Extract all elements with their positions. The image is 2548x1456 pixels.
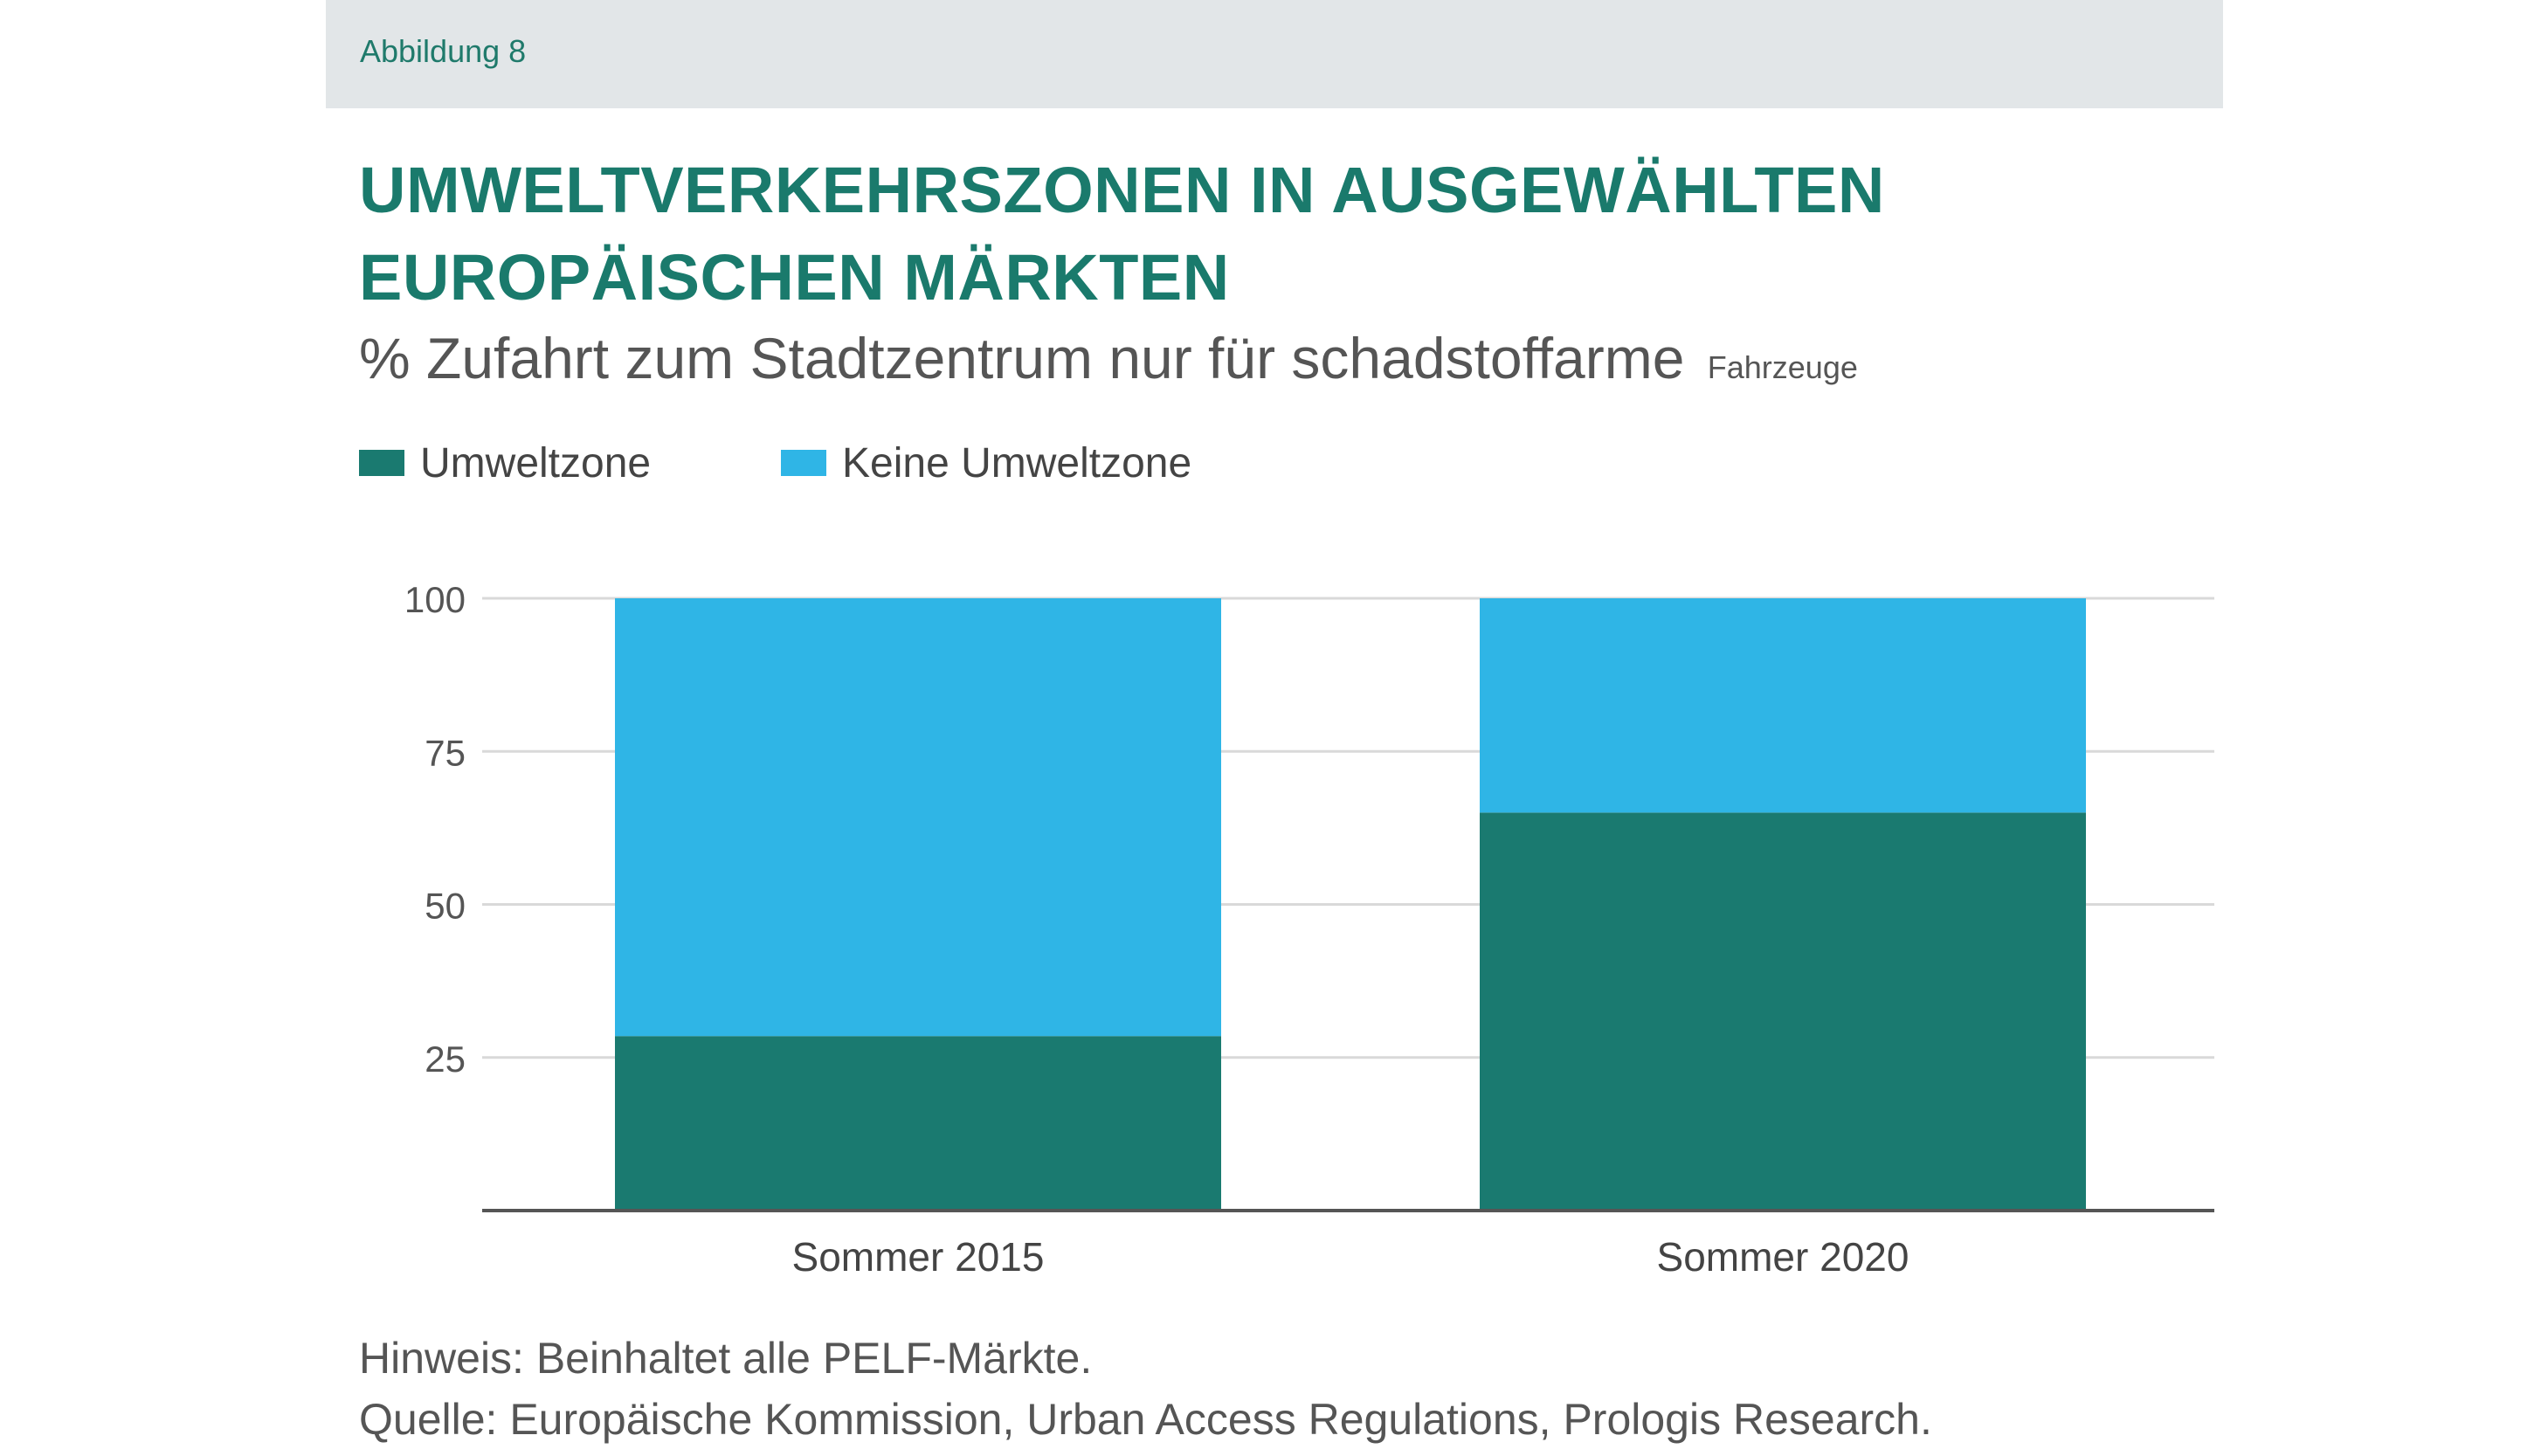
y-tick-label-100: 100 bbox=[404, 579, 466, 620]
figure-label: Abbildung 8 bbox=[360, 33, 527, 69]
bar-1-keine-umweltzone bbox=[615, 598, 1221, 1037]
x-tick-label-2: Sommer 2020 bbox=[1657, 1234, 1909, 1280]
y-tick-label-50: 50 bbox=[425, 886, 466, 927]
bar-2-keine-umweltzone bbox=[1480, 598, 2086, 813]
legend-item-umweltzone: Umweltzone bbox=[359, 437, 651, 489]
bar-2-umweltzone bbox=[1480, 812, 2086, 1211]
note-hint: Hinweis: Beinhaltet alle PELF-Märkte. bbox=[359, 1334, 1093, 1383]
x-tick-label-1: Sommer 2015 bbox=[792, 1234, 1045, 1280]
chart-subtitle: % Zufahrt zum Stadtzentrum nur für schad… bbox=[359, 325, 1858, 391]
chart-title-line-1: UMWELTVERKEHRSZONEN IN AUSGEWÄHLTEN bbox=[359, 154, 1885, 226]
y-tick-label-75: 75 bbox=[425, 732, 466, 773]
chart-subtitle-small: Fahrzeuge bbox=[1707, 349, 1858, 385]
legend-item-keine-umweltzone: Keine Umweltzone bbox=[781, 437, 1191, 489]
legend-label-umweltzone: Umweltzone bbox=[420, 439, 652, 486]
legend-swatch-umweltzone bbox=[359, 450, 404, 476]
y-tick-label-25: 25 bbox=[425, 1039, 466, 1080]
bar-1-umweltzone bbox=[615, 1036, 1221, 1211]
note-source: Quelle: Europäische Kommission, Urban Ac… bbox=[359, 1395, 1932, 1444]
chart-title-line-2: EUROPÄISCHEN MÄRKTEN bbox=[359, 241, 1230, 314]
chart-title: UMWELTVERKEHRSZONEN IN AUSGEWÄHLTEN EURO… bbox=[359, 147, 2193, 321]
notes: Hinweis: Beinhaltet alle PELF-Märkte. Qu… bbox=[359, 1328, 1932, 1450]
legend-label-keine-umweltzone: Keine Umweltzone bbox=[842, 439, 1192, 486]
chart-subtitle-main: % Zufahrt zum Stadtzentrum nur für schad… bbox=[359, 326, 1685, 390]
header-band bbox=[326, 0, 2223, 108]
legend-swatch-keine-umweltzone bbox=[781, 450, 826, 476]
